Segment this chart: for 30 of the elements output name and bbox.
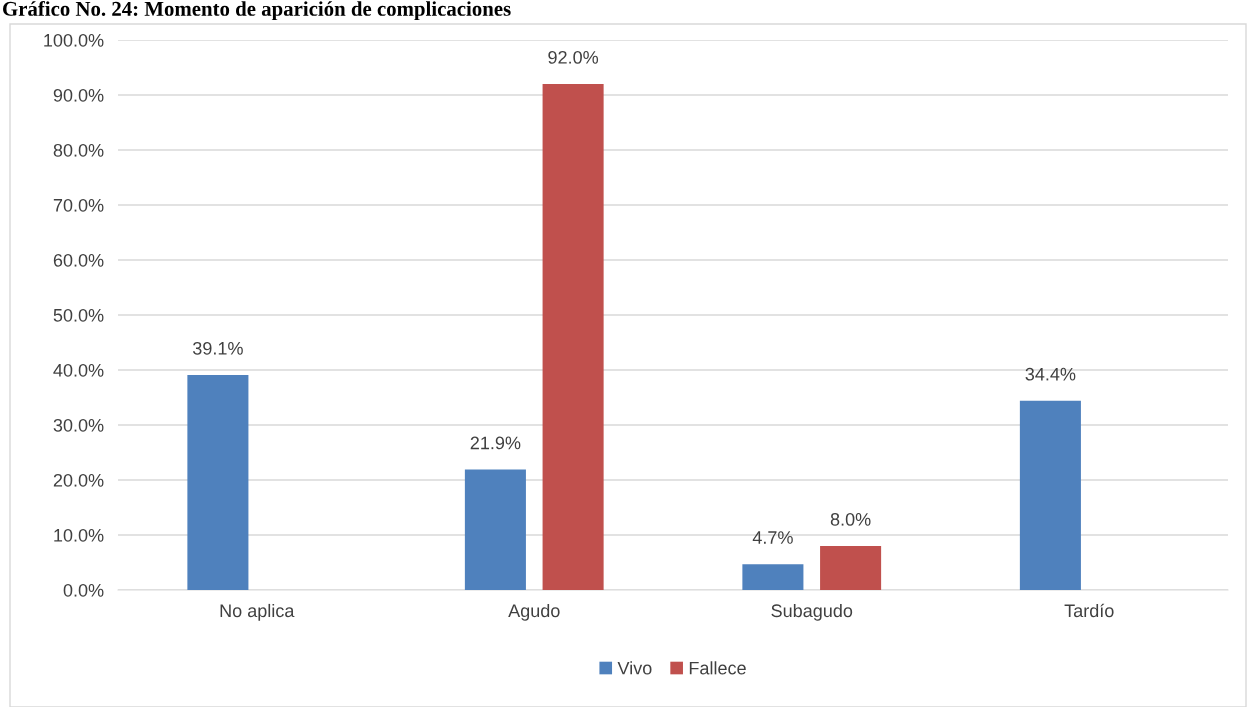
legend-label: Vivo xyxy=(617,661,652,675)
x-tick-label: Tardío xyxy=(1064,603,1114,618)
data-label: 21.9% xyxy=(470,436,521,450)
data-label: 4.7% xyxy=(752,531,793,544)
y-tick-label: 70.0% xyxy=(53,198,104,212)
bar xyxy=(464,469,526,590)
bar xyxy=(1019,400,1081,590)
y-tick-label: 0.0% xyxy=(63,583,104,597)
y-tick-label: 30.0% xyxy=(53,418,104,432)
y-tick-label: 60.0% xyxy=(53,253,104,267)
bar xyxy=(742,564,804,590)
y-tick-label: 50.0% xyxy=(53,308,104,322)
x-tick-label: No aplica xyxy=(220,603,295,621)
bar xyxy=(187,374,249,590)
chart-title: Gráfico No. 24: Momento de aparición de complicaciones xyxy=(3,1,511,21)
y-tick-label: 20.0% xyxy=(53,473,104,487)
y-tick-label: 40.0% xyxy=(53,363,104,377)
data-label: 39.1% xyxy=(192,341,243,355)
data-label: 92.0% xyxy=(548,50,599,64)
x-tick-label: Agudo xyxy=(508,603,560,621)
legend-label: Fallece xyxy=(689,661,746,675)
bar xyxy=(542,84,604,590)
data-label: 8.0% xyxy=(830,512,871,526)
x-tick-label: Subagudo xyxy=(771,603,853,621)
y-tick-label: 10.0% xyxy=(54,528,104,542)
bar xyxy=(820,546,882,590)
y-tick-label: 90.0% xyxy=(53,88,104,102)
data-label: 34.4% xyxy=(1025,367,1076,381)
y-tick-label: 100.0% xyxy=(44,33,104,47)
y-tick-label: 80.0% xyxy=(53,143,104,157)
